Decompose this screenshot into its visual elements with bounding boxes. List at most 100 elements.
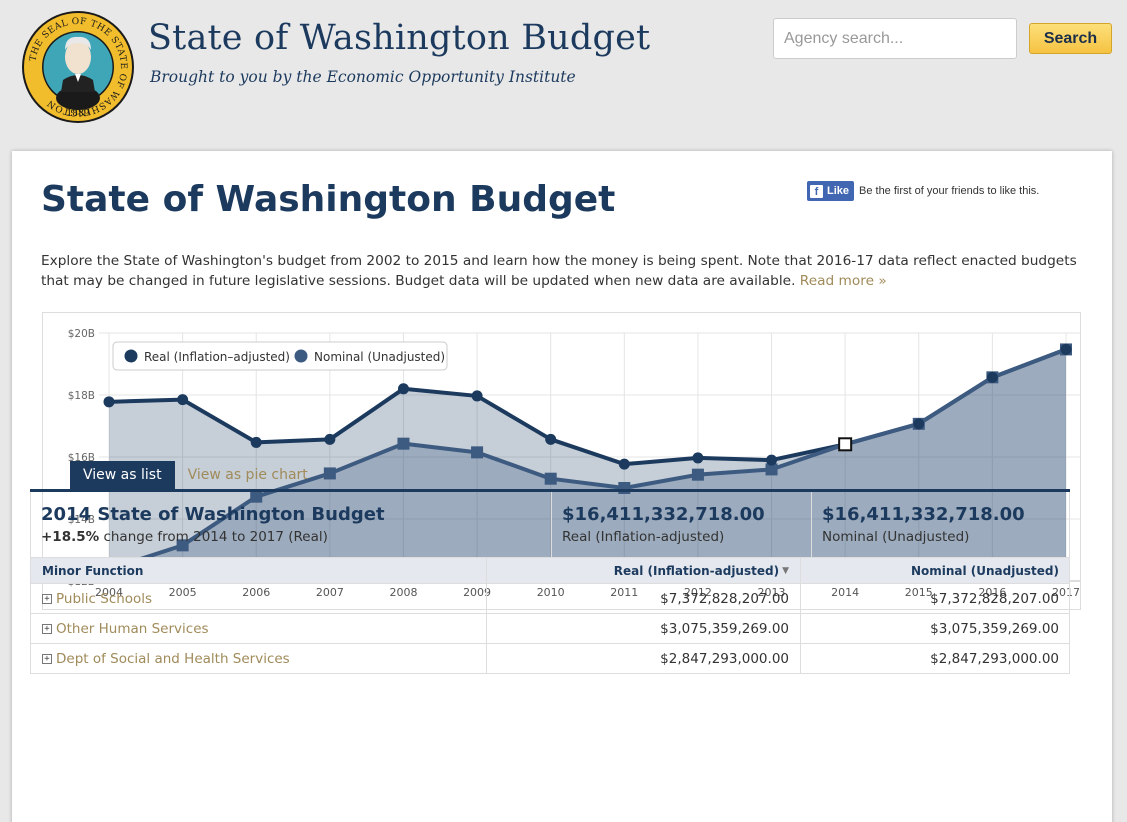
data-point-real: [177, 394, 189, 406]
washington-seal-logo[interactable]: THE SEAL OF THE STATE OF WASHINGTON 1889: [21, 10, 135, 124]
row-nominal-amount: $2,847,293,000.00: [800, 644, 1069, 673]
row-real-amount: $3,075,359,269.00: [486, 614, 800, 643]
column-header-real-label: Real (Inflation-adjusted): [613, 563, 780, 578]
agency-search-input[interactable]: [773, 18, 1017, 59]
real-total-label: Real (Inflation-adjusted): [562, 529, 725, 545]
site-header: THE SEAL OF THE STATE OF WASHINGTON 1889…: [0, 0, 1127, 140]
series-area-0: [109, 349, 1066, 581]
chart-legend: Real (Inflation–adjusted) Nominal (Unadj…: [112, 341, 448, 371]
column-header-nominal[interactable]: Nominal (Unadjusted): [800, 558, 1069, 583]
search-button[interactable]: Search: [1029, 23, 1112, 54]
row-function-link[interactable]: Public Schools: [56, 590, 153, 607]
nominal-total-amount: $16,411,332,718.00: [822, 504, 1025, 525]
budget-summary: 2014 State of Washington Budget +18.5% c…: [30, 492, 1070, 558]
x-tick-label: 2012: [684, 586, 712, 599]
data-point-real: [103, 396, 115, 408]
row-function-cell: + Other Human Services: [31, 614, 486, 643]
table-row: + Dept of Social and Health Services $2,8…: [31, 644, 1069, 674]
y-tick-label: $18B: [68, 390, 95, 402]
table-header-row: Minor Function Real (Inflation-adjusted)…: [31, 558, 1069, 584]
data-point-real: [471, 390, 483, 402]
chart-areas: [109, 349, 1066, 581]
data-point-nominal: [471, 446, 484, 459]
expand-plus-icon[interactable]: +: [42, 623, 52, 634]
x-tick-label: 2017: [1052, 586, 1080, 599]
data-point-real: [692, 452, 704, 464]
budget-chart: $12B$14B$16B$18B$20B20042005200620072008…: [42, 312, 1081, 610]
series-line-1: [108, 347, 1067, 572]
legend-real-label[interactable]: Real (Inflation–adjusted): [144, 350, 290, 364]
data-point-nominal: [544, 472, 557, 485]
table-row: + Other Human Services $3,075,359,269.00 …: [31, 614, 1069, 644]
data-point-nominal: [765, 463, 778, 476]
data-point-real: [324, 433, 336, 445]
summary-real-cell: $16,411,332,718.00 Real (Inflation-adjus…: [551, 492, 811, 558]
chart-lines: [108, 347, 1067, 572]
site-title[interactable]: State of Washington Budget: [148, 18, 651, 58]
budget-table: Minor Function Real (Inflation-adjusted)…: [30, 558, 1070, 674]
data-point-nominal: [250, 490, 263, 503]
x-tick-label: 2010: [537, 586, 565, 599]
column-header-real[interactable]: Real (Inflation-adjusted) ▼: [486, 558, 800, 583]
page-title: State of Washington Budget: [41, 179, 616, 220]
facebook-icon: f: [810, 184, 823, 198]
site-subtitle: Brought to you by the Economic Opportuni…: [150, 68, 576, 86]
data-point-nominal: [323, 467, 336, 480]
x-tick-label: 2014: [831, 586, 859, 599]
table-row: + Public Schools $7,372,828,207.00 $7,372…: [31, 584, 1069, 614]
tab-view-as-pie-chart[interactable]: View as pie chart: [187, 467, 308, 483]
legend-nominal-label[interactable]: Nominal (Unadjusted): [314, 350, 445, 364]
row-real-amount: $7,372,828,207.00: [486, 584, 800, 613]
data-point-real: [545, 433, 557, 445]
tab-view-as-list[interactable]: View as list: [70, 461, 175, 490]
data-point-highlighted: [838, 437, 853, 452]
row-function-link[interactable]: Dept of Social and Health Services: [56, 650, 290, 667]
x-tick-label: 2007: [316, 586, 344, 599]
data-point-real: [766, 454, 778, 466]
x-tick-label: 2013: [758, 586, 786, 599]
main-panel: State of Washington Budget f Like Be the…: [12, 151, 1112, 822]
nominal-total-label: Nominal (Unadjusted): [822, 529, 970, 545]
column-header-minor-function[interactable]: Minor Function: [42, 563, 144, 578]
change-text: change from 2014 to 2017 (Real): [99, 529, 328, 545]
intro-text: Explore the State of Washington's budget…: [41, 253, 1077, 289]
row-function-cell: + Public Schools: [31, 584, 486, 613]
y-tick-label: $20B: [68, 328, 95, 340]
x-tick-label: 2016: [978, 586, 1006, 599]
data-point-nominal: [397, 437, 410, 450]
data-point-nominal: [691, 468, 704, 481]
data-point-real: [250, 436, 262, 448]
legend-nominal-marker: [294, 349, 308, 363]
intro-paragraph: Explore the State of Washington's budget…: [41, 252, 1081, 291]
row-function-link[interactable]: Other Human Services: [56, 620, 209, 637]
x-tick-label: 2008: [389, 586, 417, 599]
facebook-like-button[interactable]: f Like: [807, 181, 855, 201]
data-point-real: [913, 418, 925, 430]
facebook-like-text: Be the first of your friends to like thi…: [859, 185, 1040, 197]
data-point-real: [618, 458, 630, 470]
sort-descending-icon: ▼: [782, 565, 789, 576]
facebook-like-label: Like: [827, 185, 850, 197]
y-tick-label: $14B: [68, 514, 95, 526]
row-nominal-amount: $7,372,828,207.00: [800, 584, 1069, 613]
budget-chart-svg: $12B$14B$16B$18B$20B20042005200620072008…: [68, 328, 1080, 599]
data-point-real: [986, 371, 998, 383]
x-tick-label: 2015: [905, 586, 933, 599]
change-summary: +18.5% change from 2014 to 2017 (Real): [41, 529, 328, 545]
row-function-cell: + Dept of Social and Health Services: [31, 644, 486, 673]
legend-real-marker: [124, 349, 138, 363]
x-tick-label: 2006: [242, 586, 270, 599]
summary-title-cell: 2014 State of Washington Budget +18.5% c…: [31, 492, 551, 558]
change-percent: +18.5%: [41, 529, 100, 545]
series-area-1: [109, 349, 1066, 581]
view-tabs: View as list View as pie chart: [70, 461, 321, 490]
summary-nominal-cell: $16,411,332,718.00 Nominal (Unadjusted): [811, 492, 1071, 558]
expand-plus-icon[interactable]: +: [42, 653, 52, 664]
x-tick-label: 2005: [169, 586, 197, 599]
expand-plus-icon[interactable]: +: [42, 593, 52, 604]
data-point-nominal: [176, 539, 189, 552]
data-point-real: [397, 383, 409, 395]
x-tick-label: 2011: [610, 586, 638, 599]
read-more-link[interactable]: Read more »: [799, 272, 887, 289]
x-tick-label: 2009: [463, 586, 491, 599]
